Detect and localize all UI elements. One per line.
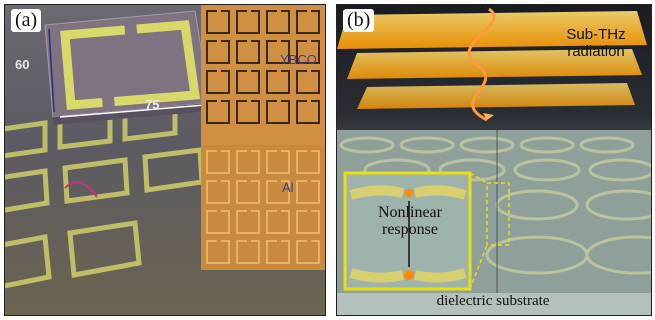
ybco-split-ring — [296, 40, 320, 64]
panel-b-label: (b) — [343, 9, 375, 32]
ybco-split-ring — [266, 10, 290, 34]
nonlinear-label-line1: Nonlinear — [378, 204, 442, 221]
ybco-split-ring — [206, 100, 230, 124]
ybco-split-ring — [206, 70, 230, 94]
al-split-ring — [236, 150, 260, 174]
current-arc — [64, 181, 98, 198]
width-dimension-label: 75 — [145, 97, 160, 112]
radiation-label-line2: radiation — [567, 43, 625, 60]
al-split-ring — [206, 210, 230, 234]
al-split-ring — [296, 150, 320, 174]
panel-a-illustration — [5, 5, 325, 289]
al-split-ring — [266, 150, 290, 174]
panel-a-label: (a) — [11, 9, 42, 32]
nonlinear-response-label: Nonlinear response — [350, 204, 470, 238]
ybco-split-ring — [206, 40, 230, 64]
ybco-split-ring — [266, 100, 290, 124]
ybco-split-ring — [296, 100, 320, 124]
panel-b-illustration — [337, 7, 651, 315]
radiation-beam — [337, 7, 647, 122]
ybco-split-ring — [206, 10, 230, 34]
al-split-ring — [266, 180, 290, 204]
radiation-label-line1: Sub-THz — [566, 26, 626, 43]
al-split-ring — [236, 210, 260, 234]
ybco-split-ring — [296, 70, 320, 94]
ybco-split-ring — [236, 10, 260, 34]
ybco-split-ring — [236, 70, 260, 94]
nonlinear-inset — [343, 171, 510, 291]
al-split-ring — [266, 210, 290, 234]
al-split-ring — [296, 240, 320, 264]
al-split-ring — [296, 210, 320, 234]
panel-b-image: (b) — [336, 4, 652, 316]
ybco-split-ring — [266, 40, 290, 64]
width-dimension-line — [59, 104, 206, 118]
ybco-split-ring — [236, 100, 260, 124]
ybco-label: YBCO — [280, 52, 317, 67]
al-split-ring — [236, 180, 260, 204]
al-label: Al — [282, 180, 294, 195]
al-split-ring — [206, 240, 230, 264]
perspective-array — [5, 104, 205, 289]
chip-micrograph — [201, 5, 325, 270]
al-split-ring — [206, 150, 230, 174]
height-dimension-line — [48, 28, 55, 113]
panel-a-image: (a) 60 75 — [4, 4, 326, 316]
substrate-label: dielectric substrate — [436, 293, 550, 309]
al-split-ring — [206, 180, 230, 204]
ybco-split-ring — [236, 40, 260, 64]
unit-cell — [44, 10, 211, 125]
al-split-ring — [296, 180, 320, 204]
al-split-ring — [236, 240, 260, 264]
nonlinear-label-line2: response — [382, 221, 438, 238]
radiation-label: Sub-THz radiation — [556, 26, 636, 60]
al-split-ring — [266, 240, 290, 264]
ybco-split-ring — [296, 10, 320, 34]
ybco-split-ring — [266, 70, 290, 94]
height-dimension-label: 60 — [15, 57, 30, 72]
